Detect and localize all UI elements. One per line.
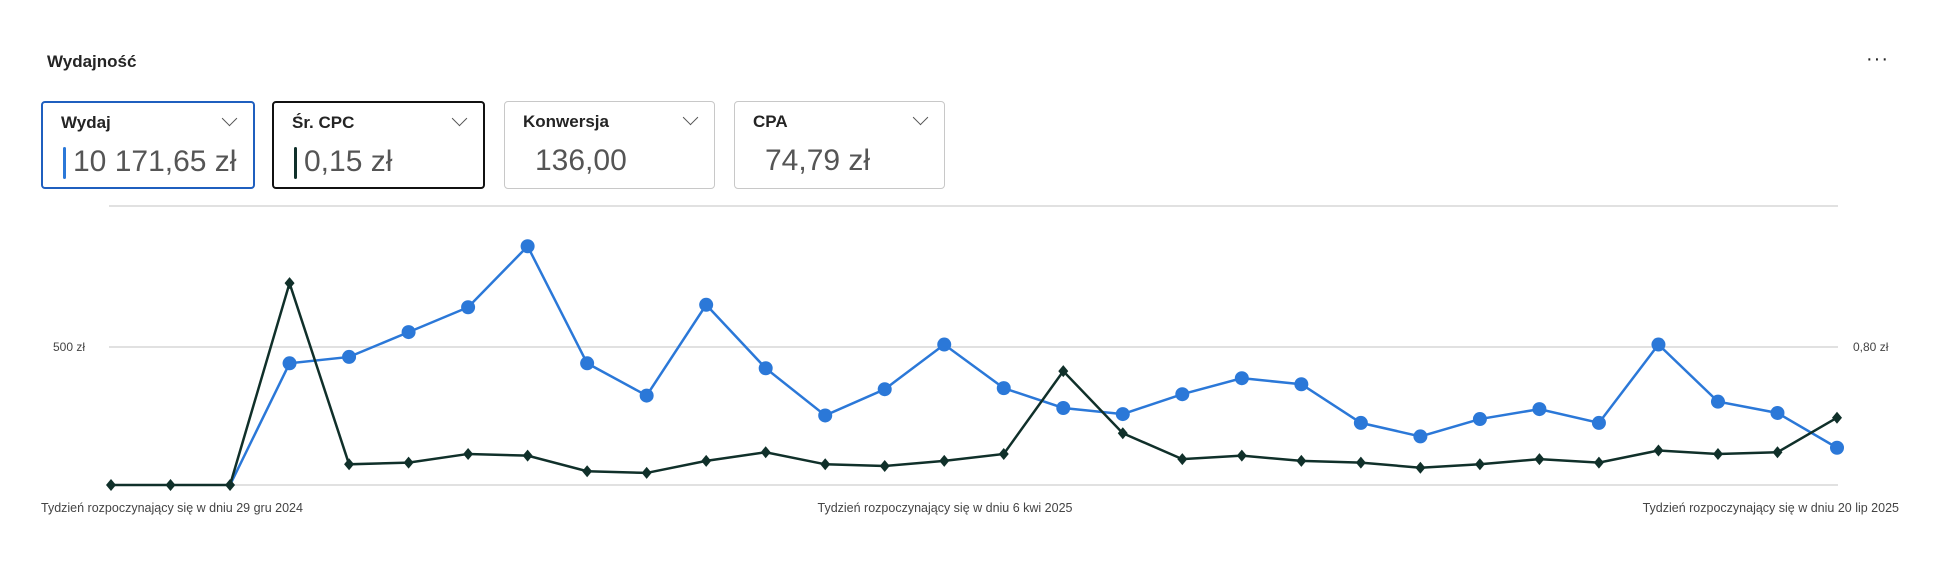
data-point [1593,456,1604,469]
data-point [1830,440,1844,455]
data-point [1532,402,1547,417]
metric-card-sr-cpc[interactable]: Śr. CPC 0,15 zł [272,101,485,189]
data-point [699,297,714,312]
data-point [1474,458,1485,471]
x-tick-label: Tydzień rozpoczynający się w dniu 29 gru… [41,501,303,515]
data-point [820,458,831,471]
data-point [403,456,414,469]
data-point [1651,337,1666,352]
data-point [1117,427,1128,440]
data-point [1413,429,1428,444]
data-point [1710,394,1725,409]
metric-card-konwersja[interactable]: Konwersja 136,00 [504,101,715,189]
metric-value: 136,00 [535,144,627,177]
metric-card-cpa[interactable]: CPA 74,79 zł [734,101,945,189]
x-tick-label: Tydzień rozpoczynający się w dniu 6 kwi … [817,501,1073,515]
data-point [996,381,1011,396]
data-point [1056,400,1071,415]
series-line-left [228,244,1838,486]
data-point [282,356,297,371]
section-title: Wydajność [47,52,137,71]
data-point [1294,377,1309,392]
data-point [344,458,355,471]
data-point [641,466,652,479]
data-point [1234,371,1249,386]
data-point [639,388,654,403]
data-point [758,361,773,376]
metric-value: 10 171,65 zł [73,145,237,178]
data-point [461,300,476,315]
data-point [401,325,416,340]
data-point [1591,415,1606,430]
data-point [1653,444,1664,457]
data-point [879,460,890,473]
data-point [1296,454,1307,467]
data-point [1177,453,1188,466]
data-point [106,479,116,491]
data-point [1353,415,1368,430]
data-point [1415,461,1426,474]
series-color-indicator [294,147,297,179]
metric-value: 74,79 zł [765,144,871,177]
metric-label: CPA [753,112,788,131]
data-point [1472,412,1487,427]
data-point [1175,387,1190,402]
metric-label: Konwersja [523,112,609,131]
data-point [1115,407,1130,422]
data-point [463,447,474,460]
data-point [1772,446,1783,459]
data-point [1770,405,1785,420]
data-point [165,479,176,491]
data-point [760,446,771,459]
metric-label: Wydaj [61,113,111,132]
data-point [582,465,593,478]
data-point [1236,449,1247,462]
data-point [1534,453,1545,466]
data-point [939,454,950,467]
data-point [1832,411,1842,424]
metric-label: Śr. CPC [292,113,355,132]
data-point [580,356,595,371]
data-point [1712,447,1723,460]
y-right-tick-label: 0,80 zł [1853,340,1889,354]
metric-value: 0,15 zł [304,145,393,178]
x-tick-label: Tydzień rozpoczynający się w dniu 20 lip… [1642,501,1899,515]
data-point [1058,365,1069,378]
data-point [225,479,236,491]
data-point [522,449,533,462]
series-color-indicator [63,147,66,179]
data-point [520,239,535,254]
data-point [877,382,892,397]
data-point [701,454,712,467]
data-point [1355,456,1366,469]
data-point [284,277,295,290]
more-options-icon[interactable]: ··· [1866,48,1889,70]
data-point [342,349,357,364]
data-point [818,408,833,423]
data-point [998,447,1009,460]
data-point [937,337,952,352]
series-line-right [111,278,1838,487]
metric-card-wydaj[interactable]: Wydaj 10 171,65 zł [41,101,255,189]
y-left-tick-label: 500 zł [53,340,86,354]
